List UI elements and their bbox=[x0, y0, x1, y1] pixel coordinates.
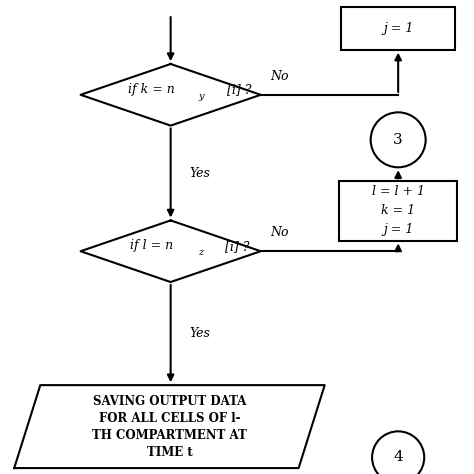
Text: No: No bbox=[270, 70, 289, 83]
Text: Yes: Yes bbox=[190, 327, 210, 340]
Text: y: y bbox=[199, 92, 204, 100]
Text: if l = n: if l = n bbox=[130, 239, 173, 252]
Text: if k = n: if k = n bbox=[128, 82, 175, 96]
Text: z: z bbox=[198, 248, 203, 257]
Text: j = 1: j = 1 bbox=[383, 22, 413, 35]
Text: SAVING OUTPUT DATA
FOR ALL CELLS OF l-
TH COMPARTMENT AT
TIME t: SAVING OUTPUT DATA FOR ALL CELLS OF l- T… bbox=[92, 394, 247, 459]
Text: [i] ?: [i] ? bbox=[225, 240, 250, 253]
Bar bbox=[341, 7, 455, 50]
Text: 3: 3 bbox=[393, 133, 403, 147]
Text: Yes: Yes bbox=[190, 166, 210, 180]
Text: [i] ?: [i] ? bbox=[227, 83, 251, 97]
Bar bbox=[339, 181, 457, 241]
Text: l = l + 1
k = 1
j = 1: l = l + 1 k = 1 j = 1 bbox=[372, 185, 425, 237]
Text: No: No bbox=[270, 227, 289, 239]
Text: 4: 4 bbox=[393, 450, 403, 465]
